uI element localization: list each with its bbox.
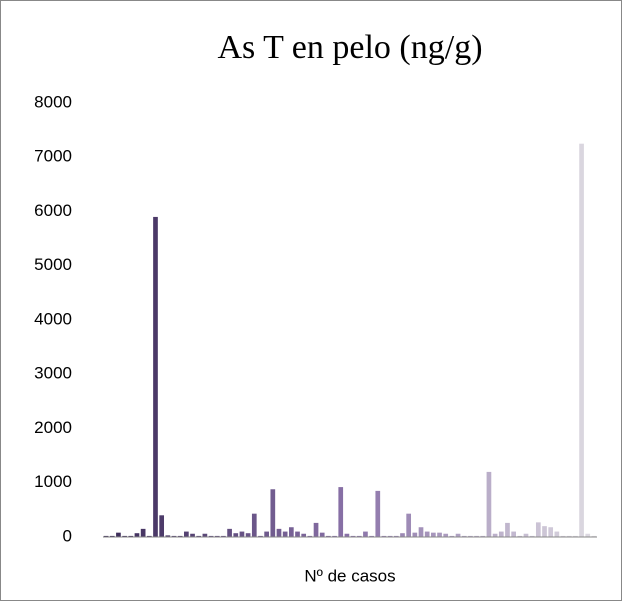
bar: [122, 535, 127, 537]
bar: [486, 471, 492, 537]
bar: [560, 535, 566, 537]
bar: [319, 532, 325, 537]
bar: [443, 533, 449, 537]
bar: [529, 535, 535, 537]
bar: [208, 535, 214, 537]
bar: [307, 535, 313, 537]
bar: [437, 532, 442, 537]
y-tick-label: 3000: [34, 364, 72, 383]
bar: [492, 533, 498, 537]
bar: [313, 522, 319, 537]
bar: [202, 533, 208, 537]
y-tick-label: 1000: [34, 472, 72, 491]
bar: [535, 522, 541, 537]
bar: [288, 527, 294, 537]
bar: [103, 535, 109, 537]
bar: [171, 535, 177, 537]
bar: [184, 531, 189, 537]
y-tick-label: 2000: [34, 418, 72, 437]
bar: [196, 535, 202, 537]
bar: [159, 515, 165, 537]
bar: [245, 533, 251, 537]
bar: [517, 535, 523, 537]
bar: [177, 535, 183, 537]
bar: [480, 535, 486, 537]
bar: [523, 533, 529, 537]
y-tick-label: 0: [63, 526, 72, 545]
bar: [468, 535, 473, 537]
bar: [153, 216, 158, 538]
bar: [264, 531, 269, 537]
bar: [116, 532, 121, 537]
bar: [369, 535, 374, 537]
bar: [239, 531, 245, 537]
bar: [344, 533, 350, 537]
bar: [554, 531, 560, 537]
bar: [134, 533, 140, 537]
bar: [258, 535, 263, 537]
bar: [393, 535, 399, 537]
bar: [282, 531, 288, 537]
bar: [221, 535, 226, 537]
bar: [591, 535, 597, 537]
bar: [363, 531, 368, 537]
y-tick-label: 8000: [34, 92, 72, 111]
bar: [356, 535, 362, 537]
bar: [338, 487, 344, 537]
bar: [128, 535, 134, 537]
bar: [566, 535, 572, 537]
bar: [498, 531, 504, 537]
bar: [505, 522, 510, 537]
bar: [375, 490, 381, 537]
bar: [227, 528, 232, 537]
bar: [573, 535, 578, 537]
bar: [165, 535, 171, 537]
bar: [461, 535, 467, 537]
bar: [140, 528, 146, 537]
bar: [295, 531, 300, 537]
bar: [455, 533, 461, 537]
bar: [431, 532, 436, 537]
chart-title: As T en pelo (ng/g): [217, 29, 482, 66]
bar: [579, 143, 584, 537]
bar: [109, 535, 115, 537]
bar: [412, 532, 418, 537]
bar: [301, 533, 307, 537]
bar: [190, 533, 195, 537]
bar: [326, 535, 331, 537]
bar: [146, 535, 152, 537]
bar: [381, 535, 387, 537]
x-axis-title: Nº de casos: [304, 566, 395, 585]
bar: [251, 513, 257, 537]
bar: [585, 533, 591, 537]
y-tick-label: 4000: [34, 309, 72, 328]
y-tick-label: 7000: [34, 147, 72, 166]
y-tick-label: 6000: [34, 201, 72, 220]
bar: [270, 489, 276, 537]
bar: [418, 527, 424, 537]
bar: [350, 535, 356, 537]
bar: [214, 535, 220, 537]
bar: [332, 535, 337, 537]
y-tick-label: 5000: [34, 255, 72, 274]
bar: [542, 526, 547, 537]
bar: [424, 531, 430, 537]
bar: [233, 533, 239, 537]
bar: [400, 533, 405, 537]
bar: [276, 528, 282, 537]
bar: [406, 513, 412, 537]
bar: [474, 535, 479, 537]
bar: [548, 527, 554, 537]
bar: [387, 535, 393, 537]
bar: [511, 531, 516, 537]
bar: [449, 535, 455, 537]
